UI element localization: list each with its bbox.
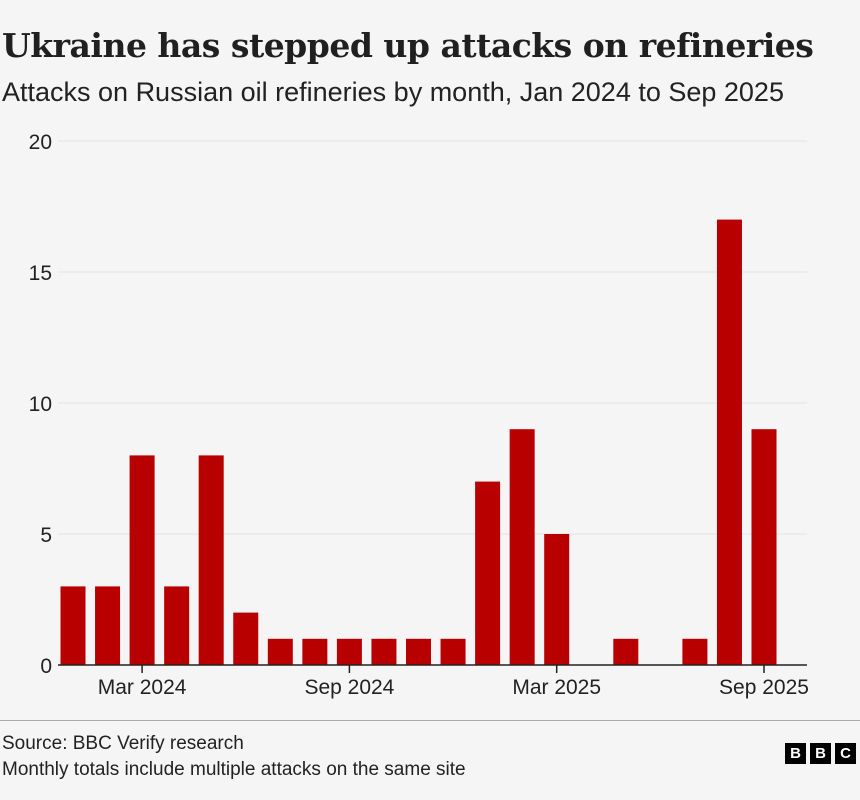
bars: [60, 219, 777, 665]
bar: [129, 455, 155, 665]
bar: [406, 638, 431, 665]
footer-divider: [0, 720, 860, 721]
bar-chart: 0 5 10 15 20 Mar 2024 Sep 2024 Mar 2025 Sep 202…: [29, 131, 809, 699]
bar: [751, 429, 777, 665]
bbc-logo: B B C: [785, 743, 856, 764]
bar: [198, 455, 224, 665]
bar: [509, 429, 535, 665]
x-tick-label: Sep 2024: [304, 676, 394, 699]
source-note: Source: BBC Verify research: [2, 733, 244, 754]
bar: [682, 638, 708, 665]
bar: [302, 638, 328, 665]
bar: [60, 586, 86, 665]
x-axis-ticks: Mar 2024 Sep 2024 Mar 2025 Sep 2025: [98, 665, 809, 699]
chart-subtitle: Attacks on Russian oil refineries by mon…: [2, 77, 784, 107]
bar: [233, 612, 259, 665]
logo-letter: B: [785, 743, 806, 764]
bar: [544, 534, 570, 665]
y-tick-label: 5: [40, 524, 52, 547]
y-tick-label: 15: [29, 262, 52, 285]
gridlines: [58, 140, 807, 535]
bar: [164, 586, 190, 665]
y-tick-label: 0: [40, 655, 52, 678]
chart-title: Ukraine has stepped up attacks on refine…: [2, 26, 814, 65]
bar: [371, 638, 397, 665]
y-axis-ticks: 0 5 10 15 20: [29, 131, 52, 678]
bar: [613, 638, 639, 665]
logo-letter: C: [835, 743, 856, 764]
x-tick-label: Mar 2025: [512, 676, 601, 699]
bar: [475, 481, 501, 665]
bar: [95, 586, 121, 665]
x-tick-label: Mar 2024: [98, 676, 187, 699]
logo-letter: B: [810, 743, 831, 764]
bar: [267, 638, 293, 665]
bar: [336, 638, 362, 665]
y-tick-label: 20: [29, 131, 52, 154]
methodology-note: Monthly totals include multiple attacks …: [2, 759, 466, 780]
bar: [716, 219, 742, 665]
x-tick-label: Sep 2025: [719, 676, 809, 699]
y-tick-label: 10: [29, 393, 52, 416]
bar: [440, 638, 466, 665]
